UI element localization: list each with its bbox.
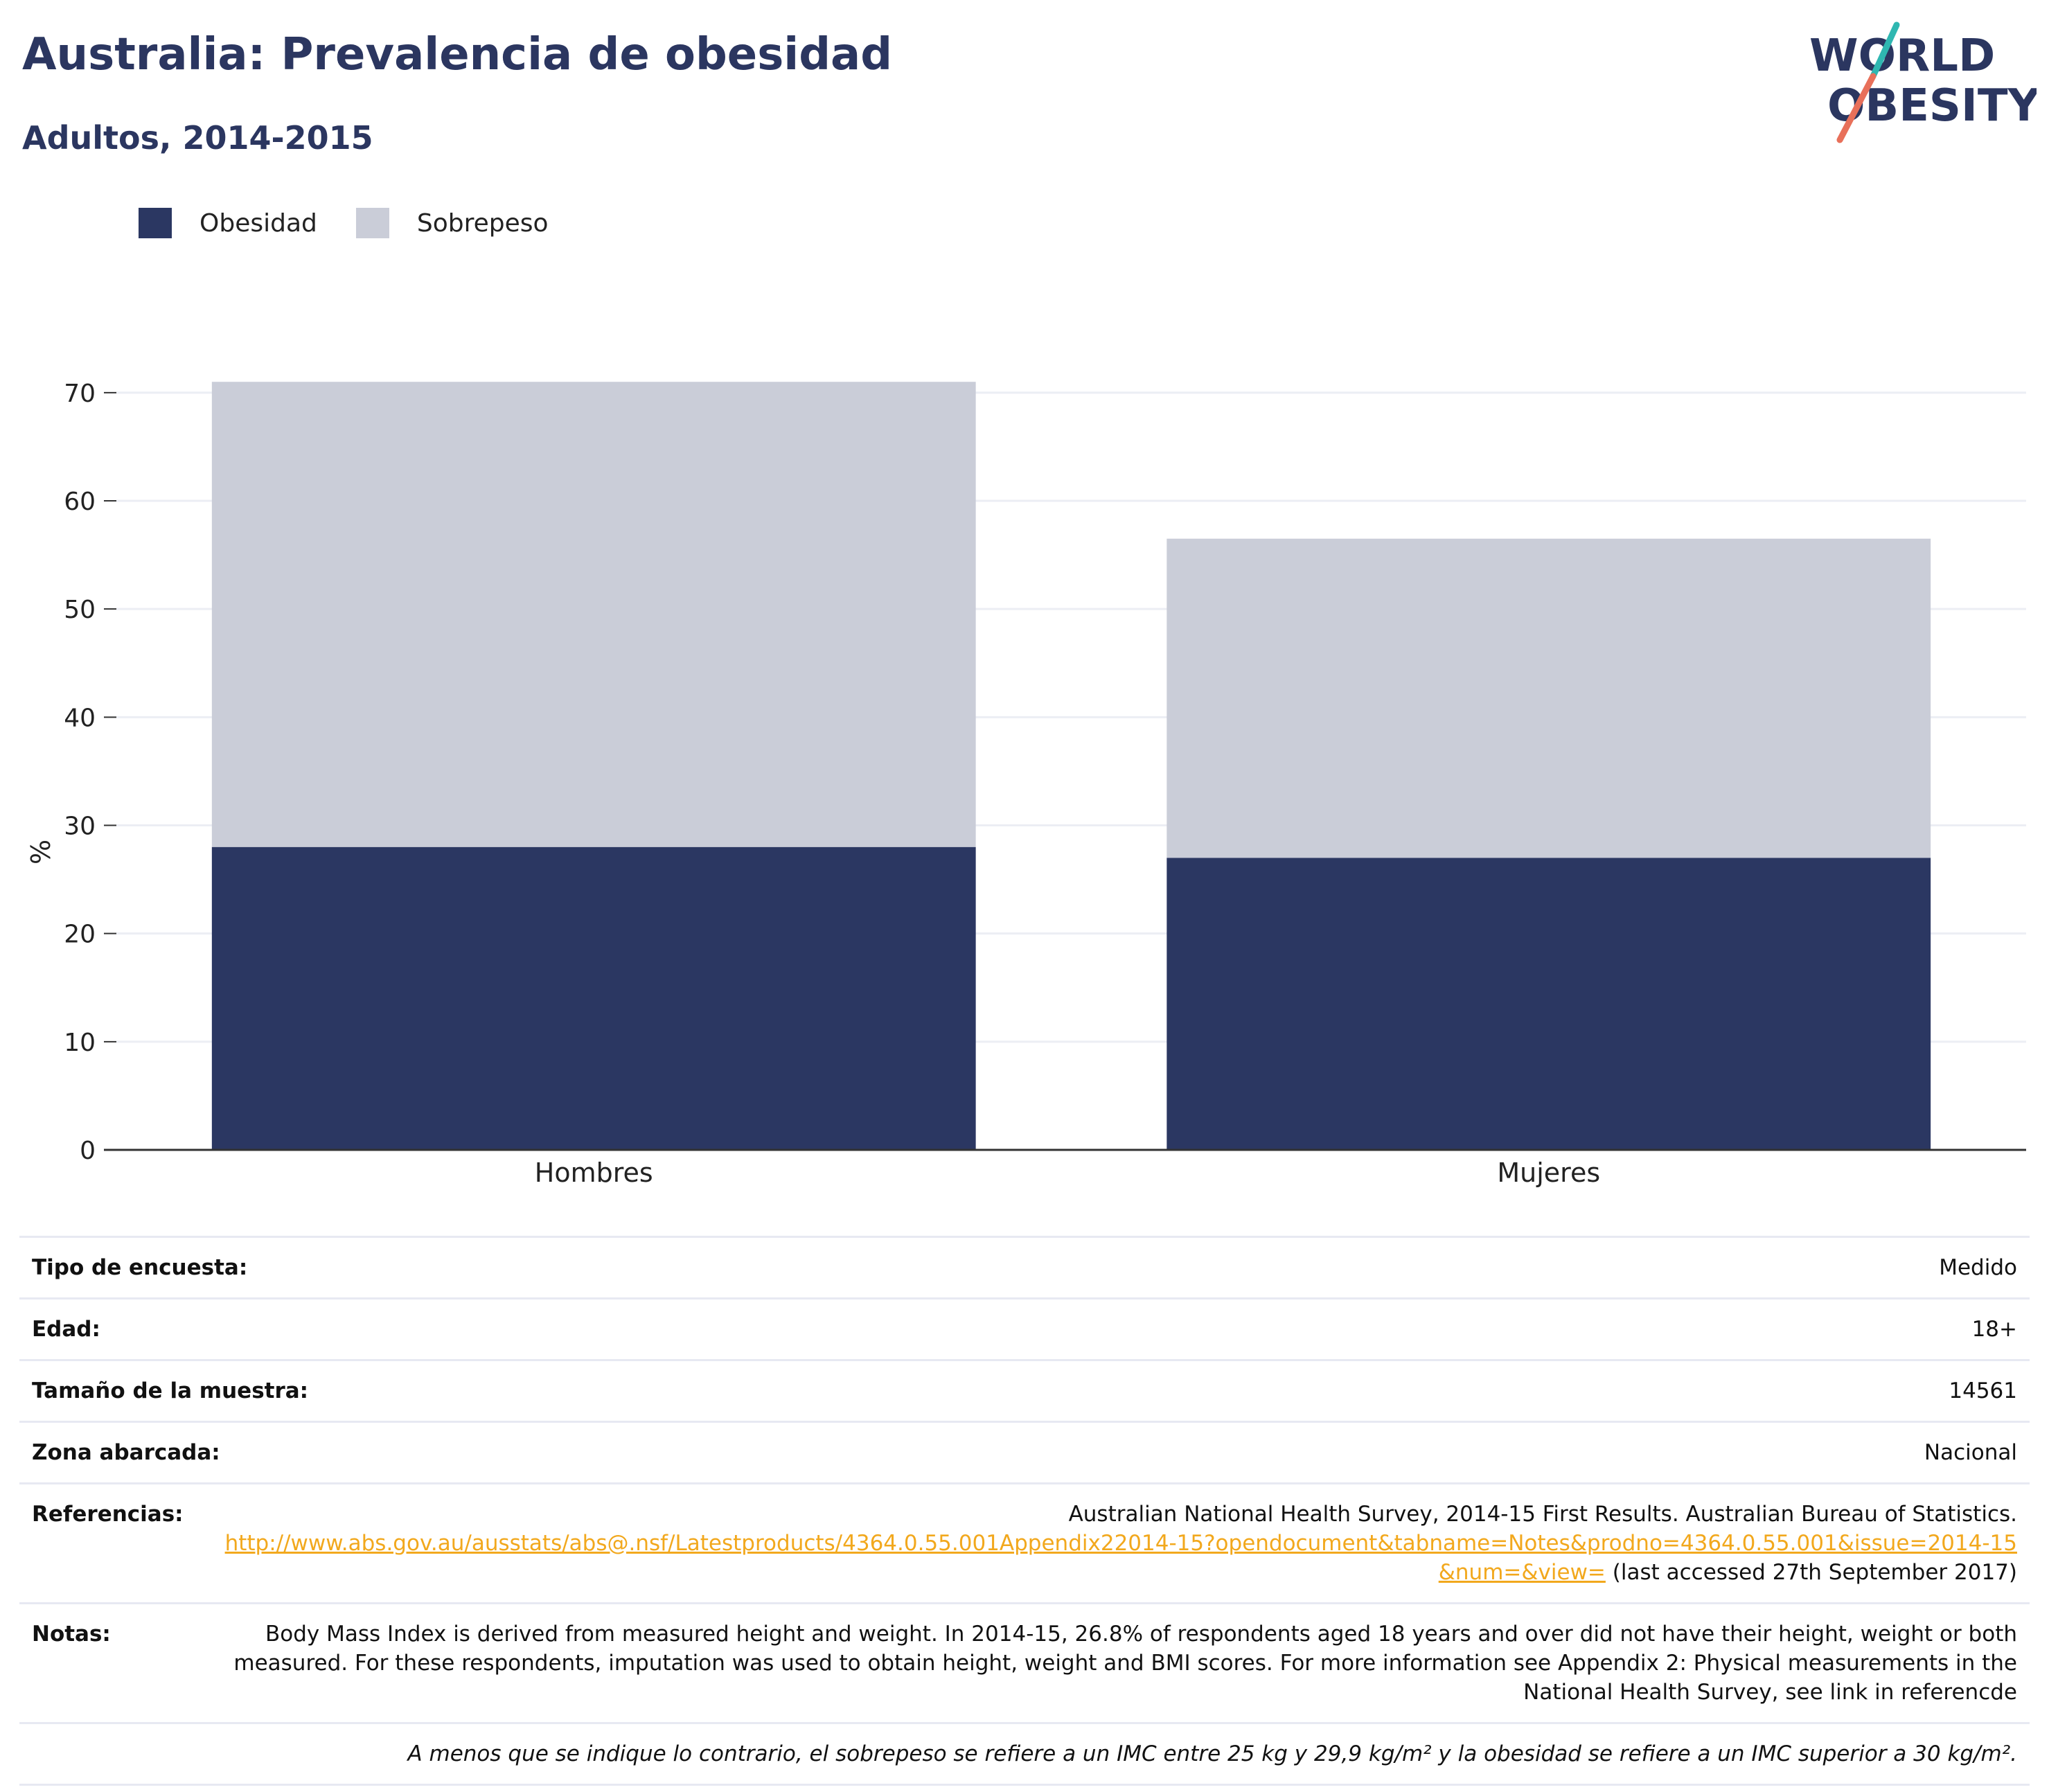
row-sample-size: Tamaño de la muestra: 14561 [19,1359,2030,1421]
references-suffix: (last accessed 27th September 2017) [1612,1560,2017,1585]
world-obesity-logo: WORLD OBESITY [1809,21,2037,143]
row-coverage: Zona abarcada: Nacional [19,1421,2030,1482]
survey-type-label: Tipo de encuesta: [32,1255,248,1280]
bar-hombres-obesidad [211,846,976,1150]
logo-text-world: WORLD [1809,30,1995,82]
bar-mujeres-sobrepeso [1167,538,1931,858]
y-tick-label-20: 20 [64,921,96,949]
row-references: Referencias: Australian National Health … [19,1482,2030,1602]
logo-slash-top [1870,21,1900,80]
y-tick-label-10: 10 [64,1029,96,1057]
age-label: Edad: [32,1317,100,1342]
bar-hombres-sobrepeso [211,382,976,847]
legend-swatch-sobrepeso [355,208,389,238]
legend-item-obesidad[interactable]: Obesidad [139,208,317,238]
chart-subtitle: Adultos, 2014-2015 [22,119,373,157]
y-tick-label-40: 40 [64,704,96,732]
legend-label-sobrepeso: Sobrepeso [416,209,549,238]
y-axis-title: % [26,840,56,864]
notes-value: Body Mass Index is derived from measured… [233,1622,2017,1705]
y-tick-label-60: 60 [64,488,96,516]
x-tick-label-mujeres: Mujeres [1497,1157,1600,1188]
row-age: Edad: 18+ [19,1297,2030,1359]
legend-swatch-obesidad [139,208,172,238]
row-notes: Notas: Body Mass Index is derived from m… [19,1602,2030,1722]
bar-mujeres-obesidad [1167,858,1931,1150]
legend-label-obesidad: Obesidad [199,209,317,238]
logo-slash-bottom [1836,73,1877,143]
chart-title: Australia: Prevalencia de obesidad [22,29,893,80]
references-label: Referencias: [32,1502,184,1527]
y-tick-label-0: 0 [80,1137,96,1165]
y-tick-label-70: 70 [64,380,96,408]
survey-type-value: Medido [1939,1255,2017,1280]
sample-size-label: Tamaño de la muestra: [32,1378,309,1403]
y-tick-label-50: 50 [64,596,96,624]
row-survey-type: Tipo de encuesta: Medido [19,1236,2030,1297]
x-tick-label-hombres: Hombres [535,1157,653,1188]
bmi-footnote: A menos que se indique lo contrario, el … [19,1722,2030,1786]
references-link[interactable]: http://www.abs.gov.au/ausstats/abs@.nsf/… [224,1531,2017,1585]
age-value: 18+ [1971,1317,2017,1342]
chart-legend: Obesidad Sobrepeso [139,208,587,238]
coverage-label: Zona abarcada: [32,1440,220,1465]
notes-label: Notas: [32,1622,111,1647]
logo-text-obesity: OBESITY [1827,80,2037,132]
survey-info-table: Tipo de encuesta: Medido Edad: 18+ Tamañ… [19,1236,2030,1786]
y-tick-label-30: 30 [64,813,96,841]
coverage-value: Nacional [1924,1440,2017,1465]
references-text: Australian National Health Survey, 2014-… [1068,1502,2017,1527]
sample-size-value: 14561 [1949,1378,2017,1403]
references-value: Australian National Health Survey, 2014-… [225,1500,2017,1587]
stacked-bar-chart: 0 10 20 30 40 50 60 70% Hombres Mujeres [26,380,2026,1188]
legend-item-sobrepeso[interactable]: Sobrepeso [355,208,549,238]
